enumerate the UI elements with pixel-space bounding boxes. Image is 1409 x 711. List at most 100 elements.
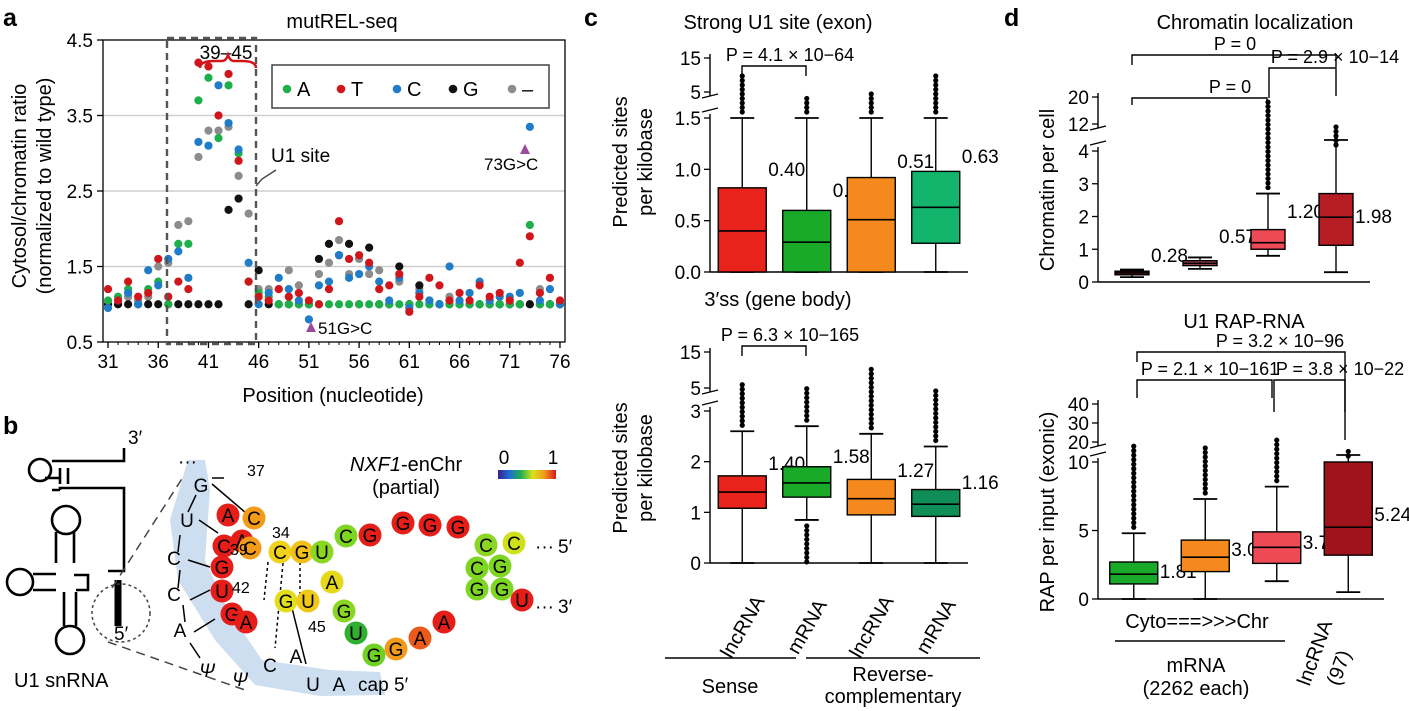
data-point [455, 296, 464, 305]
comparison-bracket [741, 65, 807, 76]
data-point [355, 300, 364, 309]
nucleotide-circle [210, 555, 234, 579]
group-label-sense: Sense [702, 676, 759, 698]
outlier-point [1265, 162, 1271, 168]
outlier-point [1131, 524, 1137, 530]
data-point [154, 254, 163, 264]
data-point [495, 288, 504, 298]
chart-c-top-title: Strong U1 site (exon) [684, 12, 873, 34]
box [846, 176, 896, 273]
data-point [425, 296, 434, 305]
u1-cap-5prime: 5′ [394, 675, 409, 696]
color-scale-min: 0 [499, 448, 510, 469]
data-point [314, 281, 324, 290]
nucleotide-letter: G [215, 558, 230, 579]
nucleotide-circle [408, 626, 432, 650]
nucleotide-circle [391, 511, 415, 535]
data-point [314, 300, 324, 309]
nucleotide-letter: C [339, 527, 353, 548]
data-point [294, 296, 303, 305]
data-point [284, 292, 293, 301]
nucleotide-circle [242, 506, 266, 530]
comparison-bracket [1131, 97, 1268, 105]
outlier-point [1265, 121, 1271, 128]
data-point [234, 145, 243, 154]
outlier-point [804, 541, 810, 547]
outlier-point [739, 422, 745, 428]
comparison-bracket [1268, 67, 1337, 98]
y-tick-label: 2.5 [67, 182, 93, 203]
data-point [334, 235, 344, 245]
nucleotide-circle [384, 637, 408, 661]
nucleotide-circle [358, 523, 382, 547]
outlier-point [1265, 171, 1271, 177]
outlier-point [739, 418, 745, 424]
nucleotide-circle [446, 515, 470, 539]
outlier-point [804, 390, 810, 396]
outlier-point [933, 109, 939, 115]
data-point [284, 266, 293, 275]
nucleotide-letter: U [315, 543, 329, 564]
box-group: 1.81 [1109, 443, 1197, 600]
data-point [103, 296, 113, 305]
data-point [244, 258, 253, 267]
y-tick-label: 3.5 [67, 107, 93, 128]
x-tick-label: lncRNA [717, 592, 770, 662]
outlier-point [739, 409, 745, 415]
y-tick-label: 4 [1078, 142, 1089, 163]
data-point [234, 194, 243, 203]
outlier-point [1345, 448, 1351, 455]
outlier-point [933, 410, 939, 417]
nt-number-37: 37 [247, 463, 265, 480]
data-point [184, 217, 193, 226]
panel-b-diagram: 3′ 5′ U1 snRNA G U C C A Ψ Ψ C A U A cap… [5, 428, 573, 696]
data-point [294, 281, 303, 290]
box-group: 1.27 [846, 366, 934, 564]
svg-text:A: A [290, 647, 303, 668]
median-label: 1.27 [897, 461, 934, 482]
outlier-point [868, 366, 874, 372]
data-point [324, 285, 334, 294]
data-point [294, 288, 303, 298]
outlier-point [1265, 166, 1271, 173]
y-tick-label: 0.5 [675, 212, 701, 233]
data-point [204, 141, 213, 150]
y-tick-label: 0 [1078, 273, 1089, 294]
box [782, 209, 832, 273]
axis-break [1089, 451, 1107, 457]
box-group: 0.51 [846, 91, 934, 273]
data-point [214, 111, 223, 120]
y-tick-label: 1.5 [675, 109, 701, 130]
data-point [475, 300, 484, 309]
outlier-point [1265, 130, 1271, 137]
comparison-bracket-label: P = 3.2 × 10−96 [1216, 331, 1344, 351]
panel-label-c: c [584, 4, 598, 32]
nucleotide-letter: U [301, 592, 315, 613]
nt-number-42: 42 [232, 580, 250, 597]
nucleotide-letter: A [240, 613, 253, 634]
outlier-point [933, 428, 939, 435]
outlier-point [868, 393, 874, 399]
comparison-bracket [1136, 379, 1273, 398]
outlier-point [739, 109, 745, 115]
outlier-point [1131, 515, 1137, 521]
nucleotide-letter: C [479, 536, 493, 557]
data-point [415, 292, 424, 301]
nucleotide-letter: G [363, 526, 378, 547]
legend-label: A [297, 79, 311, 101]
chart-a-title: mutREL-seq [286, 11, 397, 33]
nucleotide-letter: A [414, 629, 427, 650]
group-label-mrna-n: (2262 each) [1143, 678, 1250, 700]
data-point [194, 152, 203, 162]
data-point [194, 96, 203, 105]
nucleotide-letter: C [507, 534, 521, 555]
mutation-marker-73 [520, 144, 530, 154]
data-point [415, 281, 424, 290]
data-point [184, 300, 193, 309]
nucleotide-letter: G [423, 516, 438, 537]
nucleotide-circle [465, 556, 489, 580]
y-axis-label-2: per kilobase [635, 108, 657, 216]
legend-label: – [522, 79, 534, 101]
data-point [204, 73, 213, 82]
